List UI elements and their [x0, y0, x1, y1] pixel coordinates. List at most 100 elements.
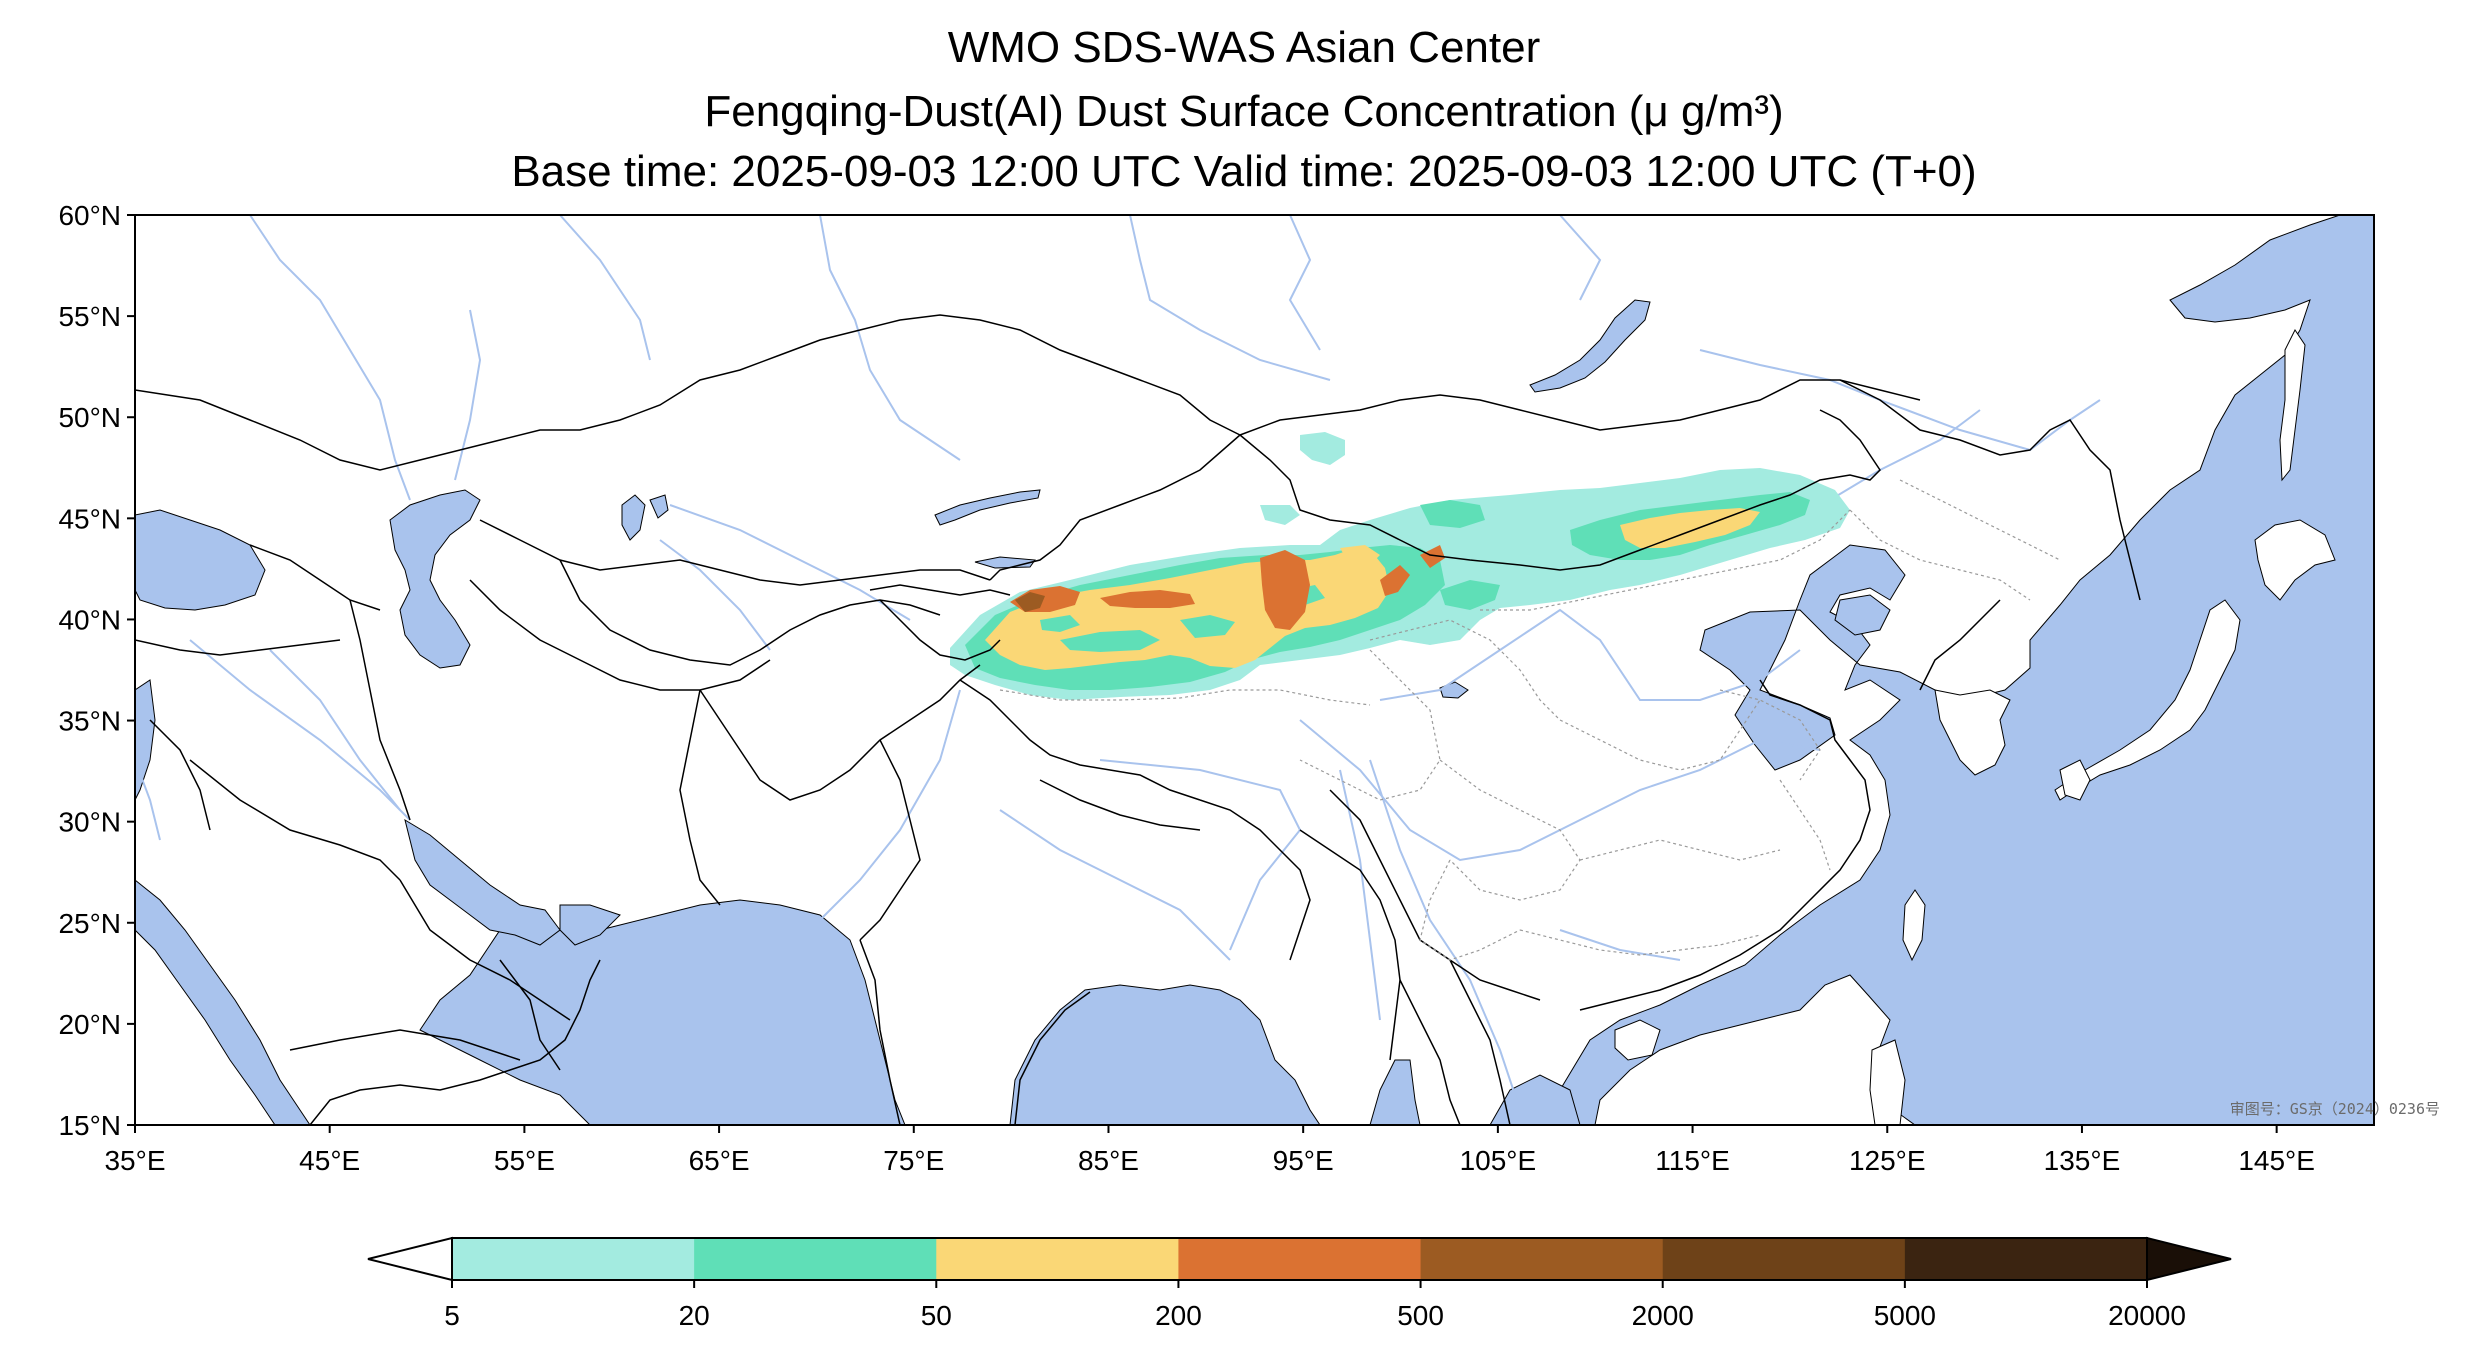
colorbar-tick-label: 500 [1397, 1300, 1444, 1331]
map-frame [134, 214, 2375, 1126]
lat-tick-label: 50°N [58, 402, 121, 433]
water-bodies [135, 215, 2374, 1125]
dust-patch-taklimakan-mid [1100, 590, 1195, 608]
amu-darya [659, 539, 771, 651]
lon-tick-label: 135°E [2044, 1145, 2121, 1176]
dust-patch-badain [1420, 545, 1445, 568]
lon-tick-label: 115°E [1655, 1145, 1730, 1176]
province-yunnan [1419, 859, 1521, 961]
colorbar-segment [1904, 1238, 2148, 1280]
map-time-info: Base time: 2025-09-03 12:00 UTC Valid ti… [511, 147, 1977, 196]
province-hebei-shandong [1719, 689, 1821, 781]
border-china-russia-east [1839, 379, 2141, 601]
province-northeast [1849, 509, 2031, 601]
map-title: WMO SDS-WAS Asian Center [947, 23, 1541, 72]
border-pakistan-india [859, 739, 921, 941]
lena-river [1559, 215, 1602, 301]
lon-tick-label: 145°E [2238, 1145, 2315, 1176]
aral-sea-east [649, 494, 669, 519]
gulf-of-oman [559, 904, 621, 946]
bay-of-bengal [1009, 984, 1321, 1125]
longitude-axis: 35°E 45°E 55°E 65°E 75°E 85°E 95°E 105°E 115°E 12… [104, 1125, 2315, 1176]
province-xinjiang-tibet [999, 689, 1371, 706]
mediterranean-sea [135, 679, 156, 801]
amur-river [1699, 349, 2101, 452]
red-sea [135, 879, 311, 1125]
colorbar-segment [1178, 1238, 1422, 1280]
province-hubei-hunan [1579, 839, 1781, 861]
colorbar-segment [452, 1238, 695, 1280]
map-plot-area [135, 215, 2374, 1125]
dust-pocket-2 [1180, 615, 1235, 638]
province-shaanxi-henan [1559, 699, 1761, 771]
coast-india-east [1014, 991, 1091, 1125]
province-guangxi-guangdong [1519, 929, 1761, 956]
dust-patch-gobi-north [1260, 505, 1300, 525]
colorbar-extend-low [367, 1236, 453, 1282]
lat-tick-label: 25°N [58, 908, 121, 939]
colorbar-segments [452, 1238, 2148, 1280]
border-kazakhstan-south [479, 519, 991, 586]
dust-pocket-1 [1060, 630, 1160, 652]
lat-tick-label: 55°N [58, 301, 121, 332]
hainan [1614, 1019, 1661, 1061]
province-east-coast [1779, 779, 1831, 871]
coast-india-west [859, 939, 901, 1125]
lat-tick-label: 60°N [58, 200, 121, 231]
dust-patch-taklimakan-peak [1015, 592, 1045, 612]
lon-tick-label: 85°E [1078, 1145, 1139, 1176]
black-sea [135, 509, 266, 611]
korea-peninsula [1934, 689, 2011, 776]
border-afghanistan [699, 664, 981, 801]
border-myanmar [1299, 829, 1401, 1061]
province-borders [999, 479, 2061, 961]
lon-tick-label: 45°E [299, 1145, 360, 1176]
border-jordan [149, 719, 211, 831]
colorbar-segment [1662, 1238, 1906, 1280]
colorbar-tick-label: 20 [679, 1300, 710, 1331]
dust-patch-mongolia-west [1420, 500, 1485, 528]
border-mongolia-china [1239, 409, 1881, 571]
yenisei-river [1129, 215, 1331, 381]
nile-east [135, 759, 161, 841]
province-gansu [1369, 619, 1561, 721]
lon-tick-label: 35°E [104, 1145, 165, 1176]
lon-tick-label: 95°E [1273, 1145, 1334, 1176]
border-saudi-yemen [289, 1029, 521, 1061]
border-india-china-west [959, 679, 1201, 801]
lake-balkhash [934, 489, 1041, 526]
mekong-river [1369, 759, 1521, 1111]
japan-kyushu [2059, 759, 2091, 801]
taiwan [1902, 889, 1926, 962]
aral-sea [621, 494, 646, 541]
country-borders [135, 314, 2141, 1125]
lat-tick-label: 15°N [58, 1110, 121, 1141]
persian-gulf [404, 818, 561, 946]
colorbar-tick-label: 50 [921, 1300, 952, 1331]
coast-china-east [1579, 679, 1871, 1011]
sakhalin [2279, 329, 2306, 482]
border-turkmenistan [469, 579, 771, 691]
songhua-river [1829, 409, 1981, 501]
lon-tick-label: 55°E [494, 1145, 555, 1176]
arabian-sea [419, 899, 906, 1125]
caspian-sea [389, 489, 481, 669]
tigris [269, 649, 401, 811]
luzon [1869, 1039, 1906, 1125]
lat-tick-label: 30°N [58, 807, 121, 838]
volga-river [249, 215, 411, 501]
colorbar-tick-label: 5 [444, 1300, 460, 1331]
dust-field [950, 432, 1850, 700]
bohai-sea [1834, 594, 1891, 636]
colorbar-segment [1420, 1238, 1664, 1280]
border-kazakhstan-china [989, 434, 1241, 581]
border-iraq-saudi [189, 759, 401, 881]
dust-band-200-500 [1010, 545, 1445, 630]
lon-tick-label: 75°E [883, 1145, 944, 1176]
dust-patch-kumtag [1260, 550, 1310, 630]
ganges-river [999, 809, 1231, 961]
japan-hokkaido [2254, 519, 2336, 601]
dust-pocket-3 [1040, 615, 1080, 632]
border-oman [499, 959, 561, 1071]
province-inner-mongolia [1480, 509, 1851, 611]
